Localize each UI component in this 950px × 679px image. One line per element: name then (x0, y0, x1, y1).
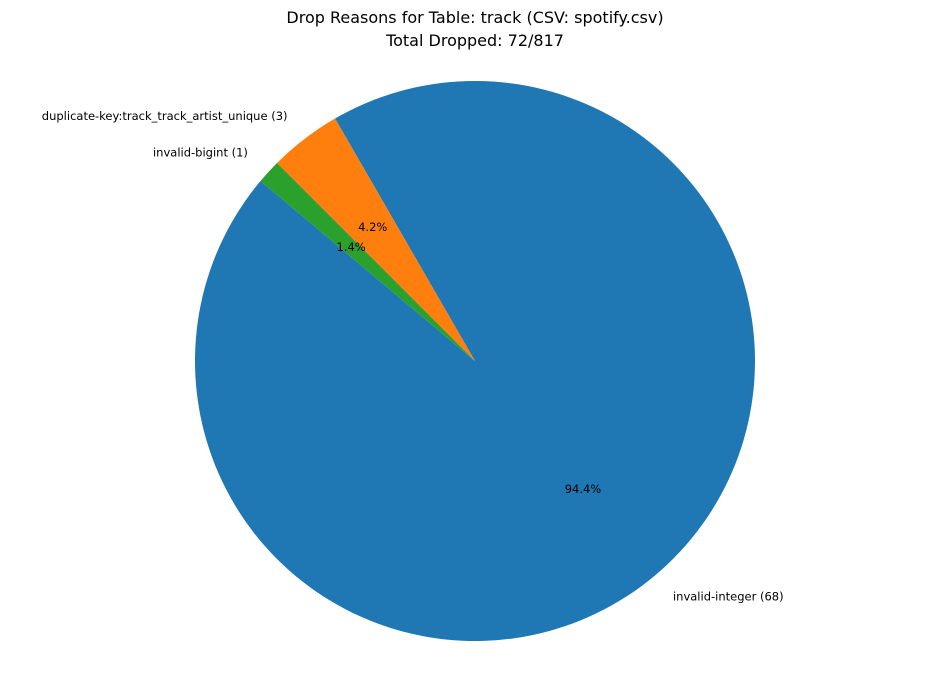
percent-label-duplicate-key-track-track-artist-unique: 4.2% (358, 220, 387, 234)
pie-slice-duplicate-key-track-track-artist-unique (277, 118, 475, 362)
pie-labels: invalid-integer (68) 94.4% duplicate-key:t… (42, 109, 784, 603)
pie-slices (195, 81, 756, 642)
slice-label-invalid-bigint: invalid-bigint (1) (153, 145, 248, 159)
pie-slice-invalid-bigint (260, 163, 475, 361)
chart-subtitle: Total Dropped: 72/817 (385, 31, 564, 50)
pie-slice-invalid-integer (195, 81, 756, 642)
chart-title: Drop Reasons for Table: track (CSV: spot… (286, 8, 663, 27)
percent-label-invalid-bigint: 1.4% (337, 240, 366, 254)
percent-label-invalid-integer: 94.4% (565, 482, 602, 496)
slice-label-invalid-integer: invalid-integer (68) (673, 589, 784, 603)
slice-label-duplicate-key-track-track-artist-unique: duplicate-key:track_track_artist_unique … (42, 109, 288, 123)
